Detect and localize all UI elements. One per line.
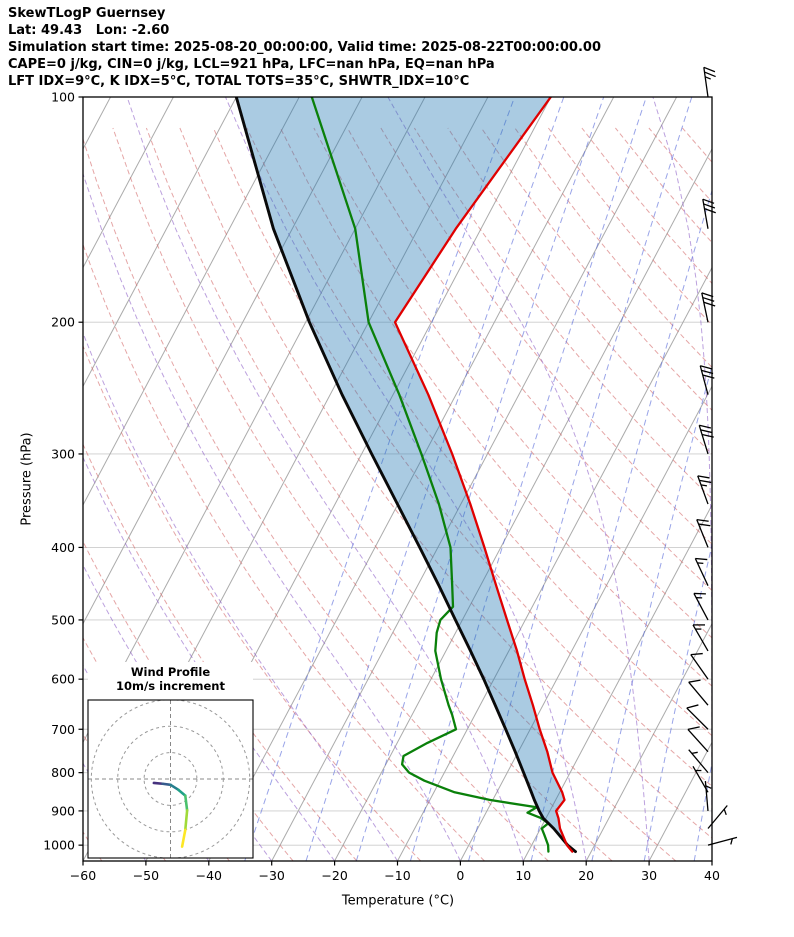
svg-text:400: 400 [51, 540, 75, 555]
x-axis-label: Temperature (°C) [341, 893, 455, 909]
hodograph-trace-segment [183, 809, 189, 832]
hodograph-trace-segment [180, 828, 187, 848]
chart-title: SkewTLogP Guernsey [8, 6, 166, 21]
dewpoint-line [310, 97, 550, 853]
svg-text:1000: 1000 [43, 838, 75, 853]
svg-text:500: 500 [51, 612, 75, 627]
temperature-line [393, 97, 574, 853]
parcel-line [234, 97, 577, 854]
indices-line-1: CAPE=0 j/kg, CIN=0 j/kg, LCL=921 hPa, LF… [8, 57, 495, 72]
svg-text:−40: −40 [196, 868, 222, 883]
svg-text:20: 20 [578, 868, 594, 883]
hodograph-trace-segment [177, 788, 187, 797]
svg-text:200: 200 [51, 315, 75, 330]
svg-text:40: 40 [704, 868, 720, 883]
svg-text:30: 30 [641, 868, 657, 883]
svg-text:600: 600 [51, 672, 75, 687]
indices-line-2: LFT IDX=9°C, K IDX=5°C, TOTAL TOTS=35°C,… [8, 74, 470, 89]
svg-text:−50: −50 [133, 868, 159, 883]
hodograph-trace-segment [161, 782, 172, 787]
y-axis-label: Pressure (hPa) [19, 432, 35, 526]
svg-text:−60: −60 [70, 868, 96, 883]
svg-text:700: 700 [51, 722, 75, 737]
location-line: Lat: 49.43 Lon: -2.60 [8, 23, 170, 38]
hodograph-trace-segment [152, 781, 164, 786]
svg-text:−30: −30 [259, 868, 285, 883]
svg-text:900: 900 [51, 803, 75, 818]
svg-text:800: 800 [51, 765, 75, 780]
svg-text:0: 0 [456, 868, 464, 883]
svg-text:100: 100 [51, 90, 75, 105]
hodograph-trace-segment [183, 794, 189, 812]
svg-text:300: 300 [51, 446, 75, 461]
hodograph-trace-segment [169, 783, 180, 792]
cin-shading [236, 97, 576, 852]
temperature-tick-labels: −60 −50 −40 −30 −20 −10 0 10 20 30 40 [70, 861, 720, 883]
wind-barbs [686, 66, 738, 846]
pressure-tick-labels: 100 200 300 400 500 600 700 800 900 1000 [43, 90, 83, 853]
svg-text:−20: −20 [321, 868, 347, 883]
time-line: Simulation start time: 2025-08-20_00:00:… [8, 40, 601, 55]
hodograph-title: Wind Profile [131, 665, 211, 679]
svg-text:−10: −10 [384, 868, 410, 883]
isotherm-lines [83, 97, 712, 861]
hodograph-subtitle: 10m/s increment [116, 679, 225, 693]
svg-text:10: 10 [515, 868, 531, 883]
